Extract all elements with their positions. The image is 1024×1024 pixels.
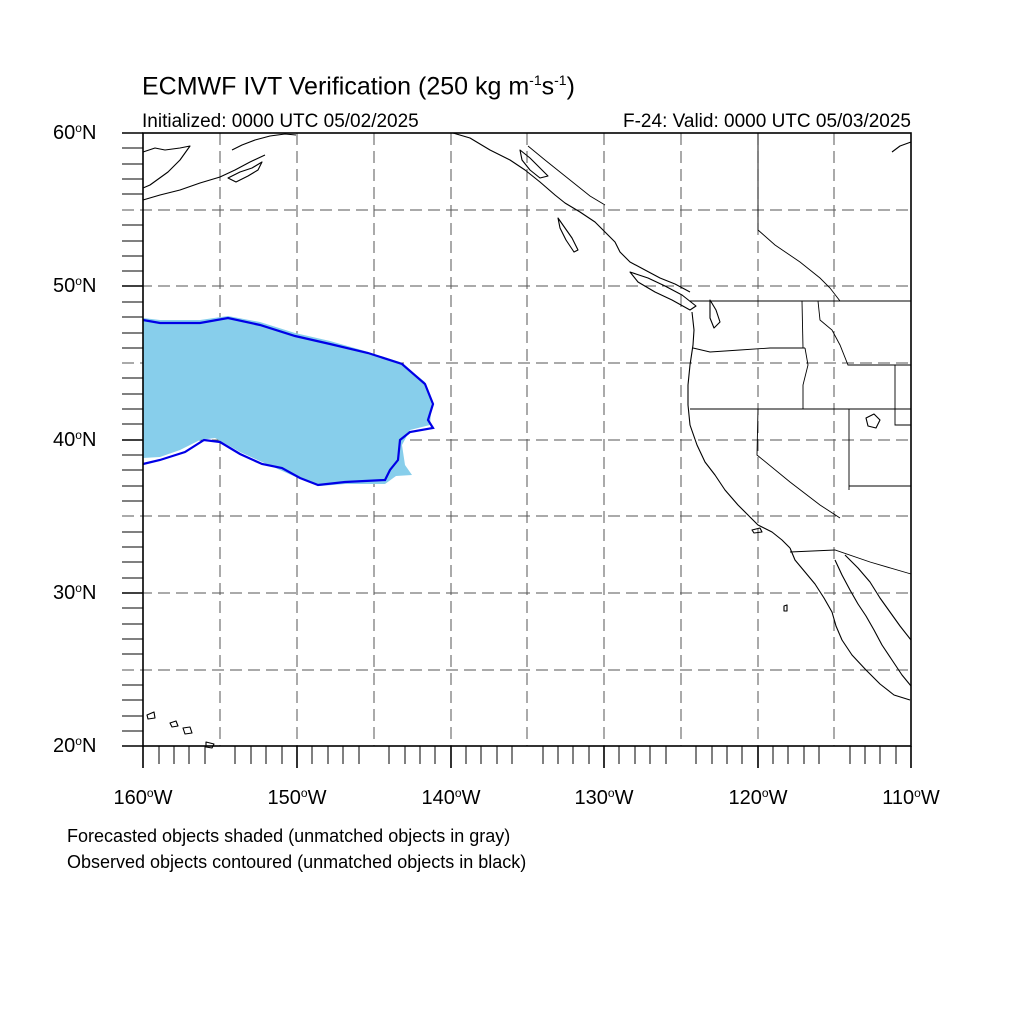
lake-great-salt (865, 413, 881, 429)
border-us-mexico (789, 549, 912, 575)
ticks-bottom-minor (158, 746, 897, 764)
lat-label-60n: 60oN (53, 121, 97, 144)
lon-label-120w: 120oW (728, 786, 788, 809)
lon-label-130w: 130oW (574, 786, 634, 809)
coast-us-west (687, 311, 791, 549)
title-text-s: s (541, 72, 555, 101)
coast-hawaii-4 (205, 741, 215, 749)
tick-marks (122, 132, 912, 768)
coast-kodiak (227, 161, 263, 183)
ticks-left-minor (122, 147, 143, 732)
coast-channel-islands (751, 527, 763, 534)
caption-observed: Observed objects contoured (unmatched ob… (67, 852, 527, 872)
coast-bc (452, 132, 691, 293)
initialized-label: Initialized: 0000 UTC 05/02/2025 (142, 111, 419, 132)
coast-hawaii-2 (169, 720, 179, 728)
title-text: ECMWF IVT Verification (250 kg m (142, 72, 530, 101)
political-borders (527, 133, 912, 575)
lon-label-150w: 150oW (267, 786, 327, 809)
coast-mainland-mexico (844, 554, 912, 641)
observed-object-contour (142, 316, 435, 487)
lat-label-50n: 50oN (53, 274, 97, 297)
border-alaska-canada (527, 145, 606, 206)
coast-alaska-west (142, 145, 191, 189)
lat-label-40n: 40oN (53, 428, 97, 451)
coast-bc-islands (519, 149, 549, 179)
title-superscript-1: -1 (529, 72, 542, 88)
border-or-id (802, 347, 809, 409)
coastlines (142, 132, 912, 749)
map-frame (142, 132, 912, 747)
lon-label-110w: 110oW (882, 786, 940, 809)
forecast-object-shaded (143, 316, 432, 486)
ticks-major (122, 132, 912, 768)
border-wa-or (692, 347, 805, 353)
title-text-end: ) (566, 72, 575, 101)
coast-haida-gwaii (557, 217, 579, 253)
coast-alaska-peninsula (142, 154, 266, 201)
coast-hawaii-3 (182, 726, 193, 735)
lat-label-20n: 20oN (53, 734, 97, 757)
graticule (122, 133, 911, 746)
lon-label-140w: 140oW (421, 786, 481, 809)
title-superscript-2: -1 (554, 72, 567, 88)
coast-baja-west (789, 547, 911, 701)
coast-vancouver-island (629, 271, 697, 311)
caption-forecast: Forecasted objects shaded (unmatched obj… (67, 826, 511, 846)
lon-label-160w: 160oW (113, 786, 173, 809)
chart-title: ECMWF IVT Verification (250 kg m-1s-1) (142, 72, 575, 101)
coast-hawaii-1 (146, 711, 156, 720)
coast-guadalupe (783, 604, 788, 612)
valid-label: F-24: Valid: 0000 UTC 05/03/2025 (623, 111, 911, 132)
lat-label-30n: 30oN (53, 581, 97, 604)
coast-baja-east (834, 559, 912, 687)
border-wa-id (801, 300, 804, 349)
coast-northeast (891, 141, 912, 153)
border-alberta-bc (757, 133, 841, 302)
border-id-mt (817, 300, 911, 366)
coast-alaska-south (231, 133, 297, 151)
border-co (894, 365, 911, 426)
border-ca-nv (756, 408, 841, 519)
coast-puget (709, 299, 721, 329)
